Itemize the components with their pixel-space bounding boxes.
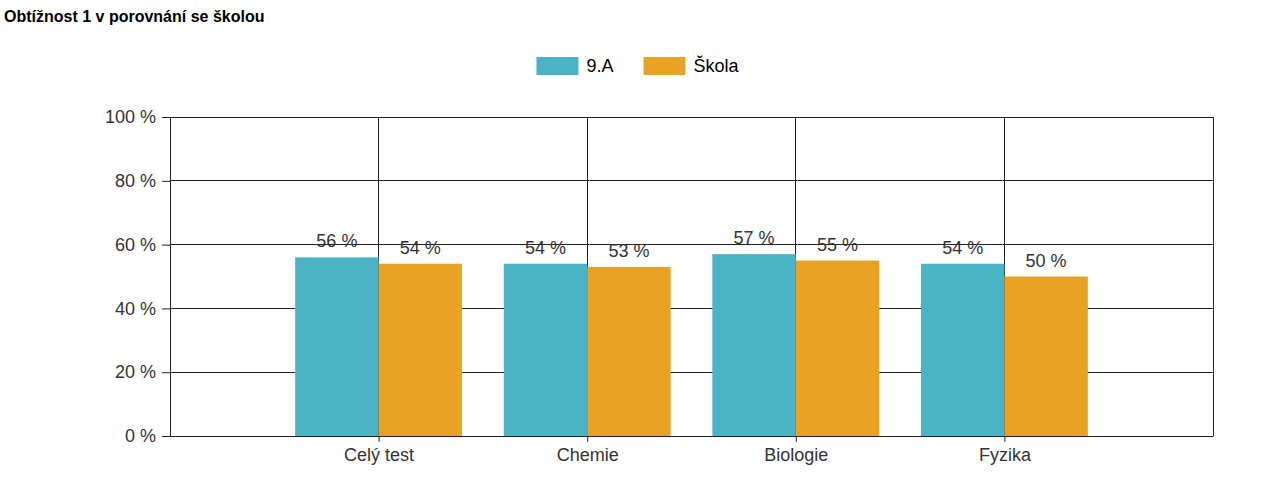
- legend-swatch: [644, 57, 686, 75]
- bar: [921, 264, 1004, 436]
- y-tick-mark: [162, 372, 170, 373]
- y-tick: 80 %: [115, 171, 170, 191]
- x-tick: Biologie: [764, 436, 828, 465]
- x-tick: Chemie: [557, 436, 619, 465]
- y-tick-label: 100 %: [105, 107, 156, 127]
- y-tick-mark: [162, 245, 170, 246]
- data-label: 53 %: [608, 241, 649, 261]
- data-label: 54 %: [400, 238, 441, 258]
- y-tick-mark: [162, 181, 170, 182]
- bar: [1004, 277, 1087, 437]
- x-tick-mark: [587, 436, 588, 442]
- data-labels: 56 % 54 % 57 % 54 % 54 % 53 % 55 % 50 %: [316, 228, 1066, 270]
- legend-item: 9.A: [536, 56, 613, 76]
- y-tick-label: 60 %: [115, 235, 156, 255]
- y-tick-label: 80 %: [115, 171, 156, 191]
- x-axis: Celý test Chemie Biologie Fyzika: [171, 436, 1214, 465]
- y-tick: 0 %: [125, 426, 170, 446]
- x-tick-label: Biologie: [764, 445, 828, 465]
- plot: 56 % 54 % 57 % 54 % 54 % 53 % 55 % 50 % 0 % 20 % 4…: [105, 107, 1214, 465]
- grid-line: [170, 117, 1213, 118]
- title: Obtížnost 1 v porovnání se školou: [4, 8, 264, 25]
- x-tick-label: Fyzika: [979, 445, 1032, 465]
- y-axis: 0 % 20 % 40 % 60 % 80 % 100 %: [105, 107, 171, 446]
- x-tick: Fyzika: [979, 436, 1032, 465]
- y-tick: 40 %: [115, 299, 170, 319]
- y-tick-label: 20 %: [115, 362, 156, 382]
- y-tick-mark: [162, 117, 170, 118]
- legend-label: Škola: [694, 55, 740, 76]
- x-axis-line: [171, 436, 1214, 437]
- grid-line: [170, 180, 1213, 181]
- y-tick: 60 %: [115, 235, 170, 255]
- legend-item: Škola: [644, 55, 740, 76]
- chart: Obtížnost 1 v porovnání se školou 56 % 54 …: [0, 0, 1275, 487]
- x-tick-mark: [379, 436, 380, 442]
- legend: 9.A Škola: [536, 55, 739, 76]
- data-label: 54 %: [942, 238, 983, 258]
- x-tick-mark: [1004, 436, 1005, 442]
- y-axis-line: [170, 118, 171, 437]
- x-tick-label: Chemie: [557, 445, 619, 465]
- bar: [796, 261, 879, 436]
- grid: [170, 117, 1213, 436]
- data-label: 57 %: [734, 228, 775, 248]
- y-tick-mark: [162, 436, 170, 437]
- bar: [712, 254, 795, 436]
- y-tick-mark: [162, 308, 170, 309]
- legend-label: 9.A: [586, 56, 613, 76]
- data-label: 56 %: [316, 231, 357, 251]
- x-tick: Celý test: [344, 436, 414, 465]
- bars: [295, 254, 1088, 436]
- x-tick-mark: [796, 436, 797, 442]
- y-tick: 100 %: [105, 107, 170, 127]
- legend-swatch: [536, 57, 578, 75]
- bar: [587, 267, 670, 436]
- y-tick-label: 0 %: [125, 426, 156, 446]
- data-label: 50 %: [1026, 251, 1067, 271]
- x-tick-label: Celý test: [344, 445, 414, 465]
- data-label: 55 %: [817, 235, 858, 255]
- bar: [295, 257, 378, 436]
- y-tick: 20 %: [115, 362, 170, 382]
- data-label: 54 %: [525, 238, 566, 258]
- bar: [379, 264, 462, 436]
- bar: [504, 264, 587, 436]
- y-tick-label: 40 %: [115, 299, 156, 319]
- plot-frame: [1213, 117, 1214, 436]
